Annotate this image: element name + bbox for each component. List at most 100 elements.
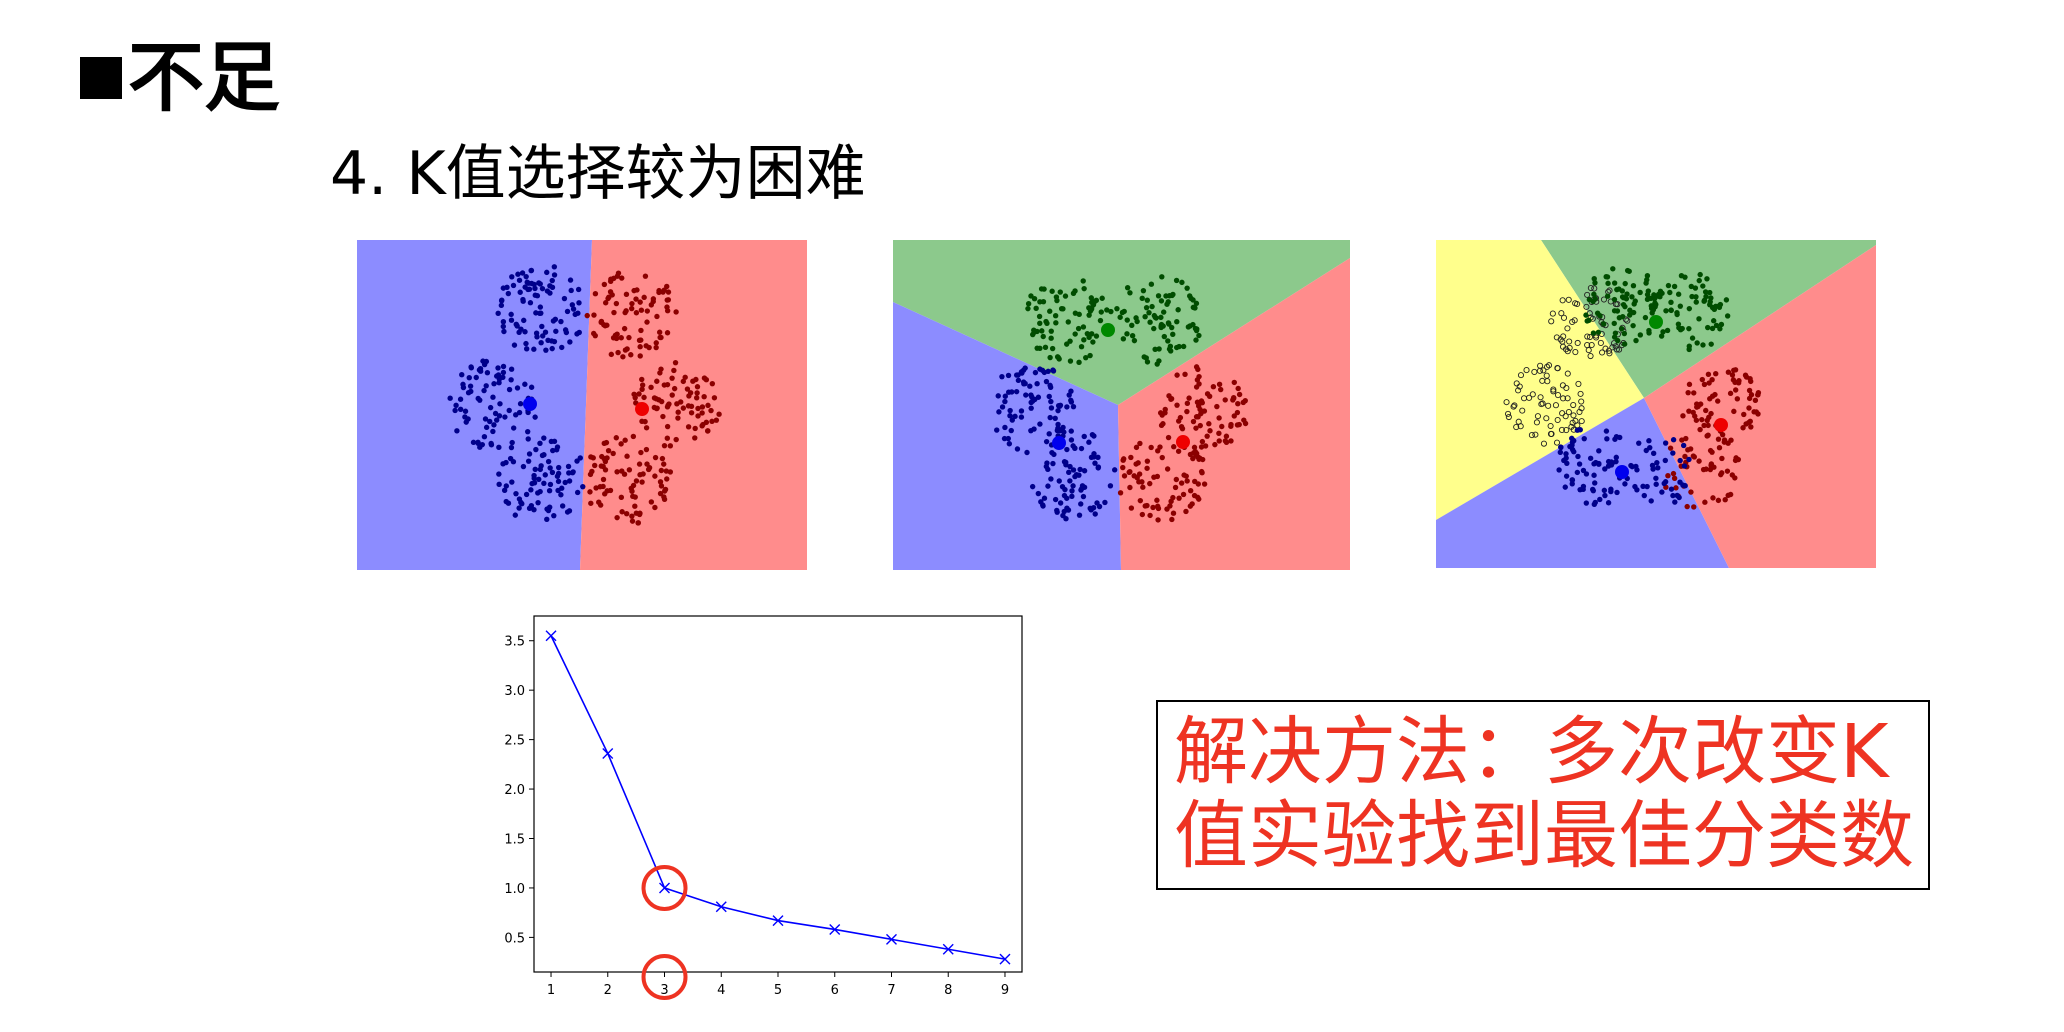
data-point: [1543, 372, 1550, 379]
data-point: [1086, 305, 1092, 311]
data-point: [564, 509, 571, 515]
data-point: [1144, 465, 1150, 471]
data-point: [1575, 453, 1581, 460]
data-point: [1222, 397, 1228, 403]
data-point: [1143, 304, 1150, 311]
data-point: [522, 284, 528, 290]
data-point: [523, 273, 529, 280]
data-point: [1566, 338, 1573, 345]
data-point: [1558, 426, 1565, 434]
data-point: [601, 281, 608, 288]
data-point: [1704, 417, 1710, 424]
data-point: [1529, 391, 1536, 398]
data-point: [1595, 329, 1602, 335]
data-point: [1070, 403, 1077, 410]
data-point: [1575, 380, 1582, 387]
data-point: [1679, 437, 1685, 443]
data-point: [1119, 309, 1126, 316]
data-point: [1044, 320, 1050, 326]
data-point: [1111, 467, 1118, 473]
data-point: [1577, 427, 1583, 433]
data-point: [1592, 280, 1598, 286]
data-point: [547, 481, 554, 488]
data-point: [462, 408, 469, 414]
data-point: [1693, 299, 1699, 305]
data-point: [1591, 291, 1597, 298]
data-point: [633, 296, 639, 302]
data-point: [999, 373, 1005, 380]
data-point: [1006, 441, 1013, 447]
data-point: [661, 494, 667, 500]
data-point: [551, 512, 557, 519]
data-point: [621, 325, 628, 332]
data-point: [1149, 303, 1155, 310]
data-point: [1696, 277, 1702, 284]
data-point: [1031, 329, 1037, 336]
data-point: [1193, 364, 1200, 370]
data-point: [1719, 431, 1726, 438]
data-point: [467, 383, 474, 389]
data-point: [1613, 454, 1619, 461]
data-point: [1144, 297, 1151, 303]
data-point: [638, 307, 645, 313]
data-point: [1653, 481, 1659, 487]
data-point: [1611, 334, 1618, 340]
data-point: [546, 504, 553, 510]
data-point: [1005, 372, 1012, 379]
data-point: [505, 500, 512, 506]
data-point: [549, 469, 556, 476]
data-point: [1067, 478, 1073, 484]
highlight-circle: [641, 954, 688, 1000]
data-point: [1076, 311, 1082, 318]
data-point: [1150, 504, 1156, 511]
data-point: [1570, 401, 1577, 409]
data-point: [1713, 322, 1720, 329]
data-point: [555, 478, 562, 485]
data-point: [1035, 490, 1042, 497]
data-point: [685, 403, 692, 409]
data-point: [713, 417, 720, 423]
data-point: [1201, 481, 1208, 487]
data-point: [1520, 395, 1528, 402]
data-point: [477, 365, 484, 372]
data-point: [1120, 336, 1127, 342]
data-point: [1170, 331, 1176, 338]
data-point: [705, 402, 711, 409]
data-point: [500, 323, 506, 330]
data-point: [1175, 448, 1182, 454]
data-point: [632, 503, 638, 509]
data-point: [1718, 321, 1725, 328]
data-point: [457, 396, 464, 402]
data-point: [1047, 414, 1053, 421]
data-point: [1179, 425, 1186, 432]
data-point: [588, 500, 594, 506]
blue-region: [1436, 398, 1729, 568]
data-point: [447, 395, 453, 401]
data-point: [1602, 492, 1608, 499]
data-point: [600, 476, 607, 483]
data-point: [496, 444, 502, 451]
data-point: [1095, 464, 1102, 470]
data-point: [1722, 496, 1728, 503]
data-point: [1057, 500, 1064, 506]
data-point: [663, 468, 670, 474]
data-point: [563, 329, 570, 336]
data-point: [1139, 479, 1145, 485]
data-point: [536, 280, 542, 286]
data-point: [1195, 403, 1202, 409]
data-point: [1186, 395, 1192, 401]
data-point: [1702, 289, 1709, 295]
data-point: [525, 409, 531, 416]
cluster-plot-k2: [357, 240, 807, 570]
data-point: [695, 405, 701, 412]
data-point: [1707, 299, 1713, 305]
data-point: [537, 310, 543, 317]
data-point: [1190, 304, 1197, 311]
data-point: [482, 416, 489, 422]
data-point: [1222, 438, 1229, 444]
data-point: [1165, 338, 1171, 344]
data-point: [1049, 345, 1056, 352]
data-point: [1611, 308, 1618, 314]
data-point: [1175, 307, 1181, 313]
data-point: [1009, 417, 1015, 423]
